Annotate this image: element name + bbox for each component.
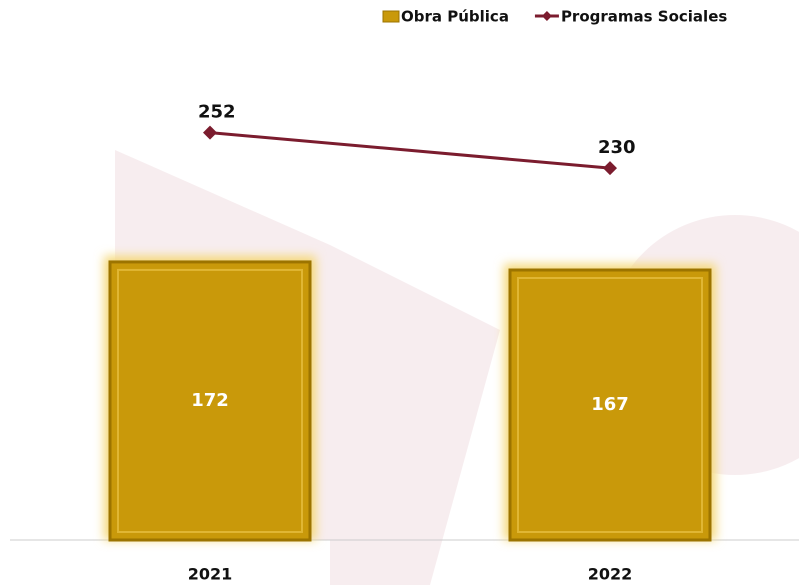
- bar-bevel: [517, 277, 703, 533]
- line-value-label: 230: [598, 137, 636, 158]
- legend-swatch: [382, 10, 400, 23]
- bar: [108, 260, 312, 542]
- legend-label: Obra Pública: [401, 8, 509, 26]
- x-tick-label: 2021: [188, 565, 233, 584]
- line-marker: [203, 125, 217, 140]
- bar-bevel: [117, 268, 303, 533]
- bar-value-label: 167: [591, 394, 629, 415]
- bar: [508, 268, 712, 542]
- line: [209, 131, 611, 170]
- line-value-label: 252: [198, 102, 236, 123]
- legend-swatch-marker: [541, 11, 552, 21]
- legend: Obra Pública Programas Sociales: [382, 8, 727, 26]
- bar-value-label: 172: [191, 390, 229, 411]
- x-tick-label: 2022: [588, 565, 633, 584]
- line-marker: [603, 161, 617, 176]
- legend-label: Programas Sociales: [561, 8, 727, 26]
